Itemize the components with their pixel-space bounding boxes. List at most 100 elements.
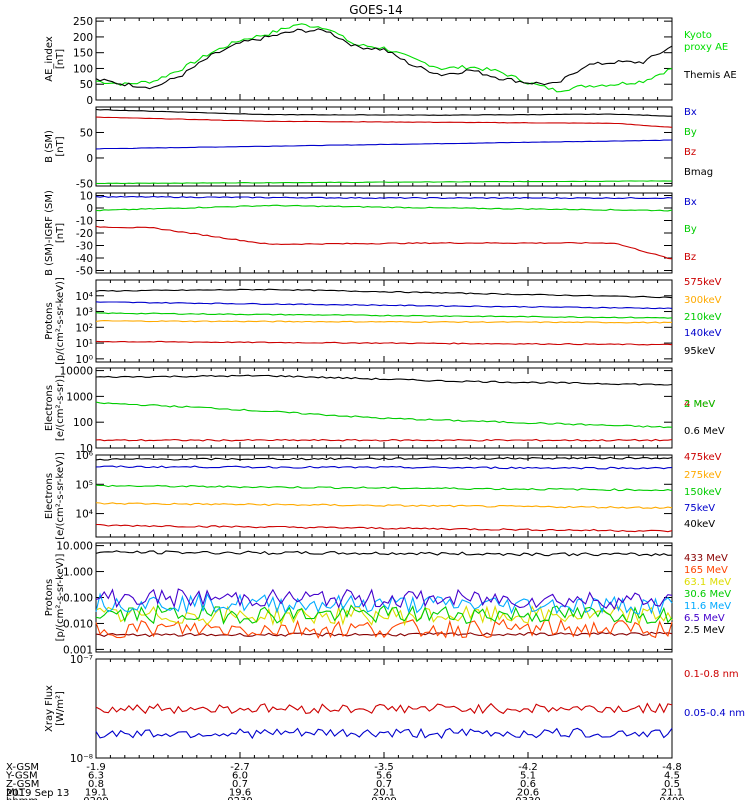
legend-entry: 210keV — [684, 312, 722, 323]
footer-value: 0.8 — [88, 779, 104, 790]
series-line-2.5-mev — [95, 550, 673, 557]
y-tick-label: 10⁴ — [75, 509, 93, 521]
legend-entry: Bz — [684, 147, 696, 158]
series-line-575kev — [95, 340, 673, 346]
legend-entry: 475keV — [684, 452, 722, 463]
legend-entry: 0.6 MeV — [684, 426, 725, 437]
series-line-75kev — [95, 465, 673, 470]
footer-row-label: Y-GSM — [5, 771, 38, 782]
y-axis-label: [e/(cm²-s-sr-keV)] — [55, 452, 66, 540]
y-tick-label: -30 — [76, 241, 93, 253]
footer-value: 0.7 — [376, 779, 392, 790]
legend-entry: Kyoto — [684, 30, 712, 41]
y-axis-label: Xray Flux — [44, 685, 55, 732]
footer-value: -4.2 — [518, 762, 538, 773]
legend-entry: Themis AE — [683, 70, 737, 81]
y-tick-label: 100 — [73, 63, 93, 75]
footer-ephemeris: X-GSM -1.9 -2.7 -3.5 -4.2 -4.8 Y-GSM 6.3 6.0 5.6 5… — [5, 762, 685, 800]
legend-entry: 140keV — [684, 328, 722, 339]
series-line-by — [95, 180, 672, 185]
footer-row-label: hhmm — [6, 796, 38, 800]
y-axis-label: [nT] — [55, 223, 66, 243]
legend-entry: 40keV — [684, 519, 715, 530]
y-axis-label: B (SM)-IGRF (SM) — [44, 190, 55, 276]
legend-entry: 11.6 MeV — [684, 601, 731, 612]
y-tick-label: 10⁵ — [75, 479, 93, 491]
series-line-210kev — [95, 312, 673, 319]
y-axis-label: Protons — [44, 302, 55, 339]
footer-value: 0.7 — [232, 779, 248, 790]
panel-frame — [95, 658, 673, 759]
series-line-kyoto-proxy-ae — [95, 23, 673, 93]
legend-entry: 95keV — [684, 346, 715, 357]
series-line-2-mev — [95, 401, 673, 429]
y-tick-label: 50 — [80, 127, 93, 139]
panel-3: 10⁴ 10³ 10² 10¹ 10⁰ Protons [p/(cm²-s-sr-keV)]… — [44, 277, 722, 366]
y-tick-label: 1000 — [66, 391, 93, 403]
legend-entry: 150keV — [684, 487, 722, 498]
series-line-bmag — [95, 108, 672, 117]
y-tick-label: 0.001 — [63, 644, 93, 656]
y-tick-label: -50 — [76, 178, 93, 190]
legend-entry: 300keV — [684, 295, 722, 306]
legend-entry: Bx — [684, 107, 697, 118]
footer-value: -3.5 — [374, 762, 394, 773]
footer-date: 2019 Sep 13 — [6, 788, 69, 799]
legend-entry: 165 MeV — [684, 565, 728, 576]
panel-2: 100-10-20-30-40-50 B (SM)-IGRF (SM) [nT] Bx… — [44, 190, 697, 277]
panel-7: 10⁻⁷ 10⁻⁸ Xray Flux [W/m²] 0.1-0.8 nm 0.05-0.… — [44, 654, 745, 765]
y-tick-label: -40 — [76, 253, 93, 265]
footer-value: 0230 — [227, 796, 252, 800]
legend-entry: 2.5 MeV — [684, 625, 725, 636]
series-line-165-mev — [95, 618, 673, 639]
legend-entry: Bz — [684, 252, 696, 263]
footer-value: 0400 — [659, 796, 684, 800]
chart-title: GOES-14 — [349, 3, 403, 17]
series-line-140kev — [95, 301, 673, 310]
y-axis-label: [p/(cm²-s-sr-keV)] — [55, 554, 66, 642]
series-line-4-mev — [95, 438, 673, 442]
panel-frame — [95, 17, 673, 101]
series-line-themis-ae — [95, 28, 673, 90]
series-line-0.05-0.4-nm — [95, 727, 673, 740]
y-tick-label: 50 — [80, 79, 93, 91]
y-tick-label: 10³ — [75, 307, 93, 319]
legend-entry: 4 MeV — [684, 399, 715, 410]
y-tick-label: 250 — [73, 16, 93, 28]
series-line-bx — [95, 195, 673, 200]
y-axis-label: Protons — [44, 579, 55, 616]
series-line-bz — [95, 116, 673, 128]
footer-value: 19.1 — [85, 788, 107, 799]
y-tick-label: -20 — [76, 228, 93, 240]
y-tick-label: 0.100 — [63, 593, 93, 605]
series-line-11.6-mev — [95, 592, 673, 616]
footer-value: -2.7 — [230, 762, 250, 773]
series-line-0.1-0.8-nm — [95, 702, 673, 715]
legend-entry: By — [684, 224, 697, 235]
footer-value: 0330 — [515, 796, 540, 800]
footer-row-label: Z-GSM — [6, 779, 39, 790]
legend-entry: Bx — [684, 197, 697, 208]
y-axis-label: [p/(cm²-s-sr-keV)] — [55, 277, 66, 365]
y-tick-label: 10000 — [60, 366, 93, 378]
legend-entry: 275keV — [684, 470, 722, 481]
panel-frame — [95, 192, 673, 274]
series-line-150kev — [95, 484, 673, 492]
series-line-by — [95, 204, 673, 212]
series-line-bz — [95, 225, 673, 260]
series-line-63.1-mev — [95, 604, 673, 627]
series-line-0.6-mev — [95, 374, 673, 386]
footer-row-label: MLT — [6, 788, 26, 799]
footer-value: 20.1 — [373, 788, 395, 799]
panel-frame — [95, 279, 673, 363]
footer-value: 0300 — [371, 796, 396, 800]
footer-value: 0.6 — [520, 779, 536, 790]
series-line-6.5-mev — [95, 588, 673, 611]
legend-entry: 433 MeV — [684, 553, 728, 564]
series-line-275kev — [95, 502, 673, 509]
legend-entry: 0.1-0.8 nm — [684, 669, 739, 680]
